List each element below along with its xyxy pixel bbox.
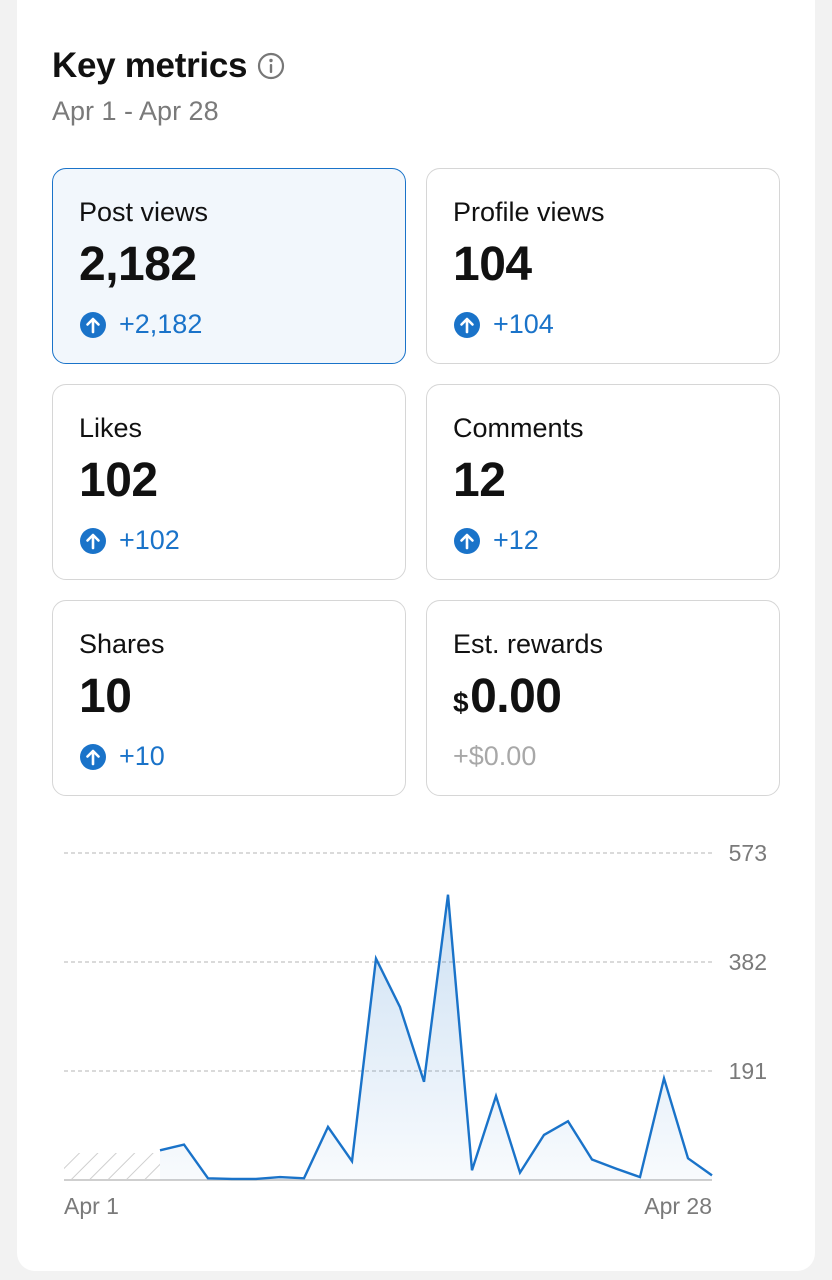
metric-delta: +2,182 [79, 309, 202, 340]
metric-delta-text: +$0.00 [453, 741, 537, 771]
metric-value: 104 [453, 238, 532, 291]
metric-delta: +12 [453, 525, 539, 556]
metric-delta-text: +12 [493, 525, 539, 555]
arrow-up-circle-icon [79, 311, 107, 339]
arrow-up-circle-icon [453, 311, 481, 339]
metric-delta-text: +104 [493, 309, 554, 339]
metric-label: Profile views [453, 197, 605, 227]
metric-label: Likes [79, 413, 143, 443]
metric-delta: +104 [453, 309, 554, 340]
metric-delta: +10 [79, 741, 165, 772]
metric-card-comments[interactable]: Comments 12 +12 [426, 384, 780, 580]
title-row: Key metrics [52, 46, 285, 86]
metric-value: 2,182 [79, 238, 197, 291]
metric-delta-text: +2,182 [119, 309, 203, 339]
currency-symbol: $ [453, 687, 469, 718]
metric-label: Post views [79, 197, 209, 227]
metric-value: 12 [453, 454, 506, 507]
metric-label: Comments [453, 413, 584, 443]
metric-card-profile-views[interactable]: Profile views 104 +104 [426, 168, 780, 364]
metric-delta: +102 [79, 525, 180, 556]
metric-delta-text: +102 [119, 525, 180, 555]
date-range: Apr 1 - Apr 28 [52, 96, 219, 126]
metric-value: 102 [79, 454, 158, 507]
metric-card-likes[interactable]: Likes 102 +102 [52, 384, 406, 580]
arrow-up-circle-icon [453, 527, 481, 555]
metric-value-number: 0.00 [470, 670, 562, 723]
metric-label: Shares [79, 629, 165, 659]
metric-value: $0.00 [453, 669, 562, 724]
metric-card-shares[interactable]: Shares 10 +10 [52, 600, 406, 796]
metric-card-est-rewards[interactable]: Est. rewards $0.00 +$0.00 [426, 600, 780, 796]
metric-delta-text: +10 [119, 741, 165, 771]
metric-label: Est. rewards [453, 629, 604, 659]
metric-delta: +$0.00 [453, 741, 536, 772]
metric-card-post-views[interactable]: Post views 2,182 +2,182 [52, 168, 406, 364]
metric-value: 10 [79, 670, 132, 723]
info-circle-icon[interactable] [257, 52, 285, 80]
arrow-up-circle-icon [79, 743, 107, 771]
page-title: Key metrics [52, 46, 248, 85]
arrow-up-circle-icon [79, 527, 107, 555]
